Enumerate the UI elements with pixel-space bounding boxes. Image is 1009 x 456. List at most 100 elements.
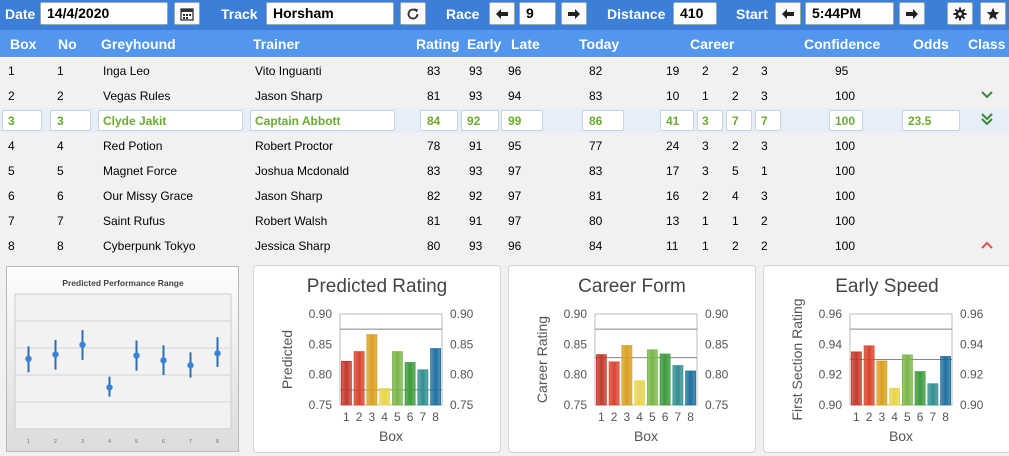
cell-today: 86 bbox=[589, 114, 603, 128]
gear-icon bbox=[953, 7, 967, 20]
cell-box: 2 bbox=[8, 89, 15, 103]
race-input[interactable]: 9 bbox=[519, 2, 556, 25]
col-trainer[interactable]: Trainer bbox=[253, 36, 300, 52]
cell-no: 4 bbox=[57, 139, 64, 153]
col-today[interactable]: Today bbox=[579, 36, 620, 52]
y2-tick-label: 0.94 bbox=[960, 337, 984, 351]
performance-range-chart: Predicted Performance Range 1 2 3 4 5 6 7 8 bbox=[14, 278, 232, 445]
arrow-right-icon bbox=[906, 8, 918, 19]
cell-odds-field[interactable] bbox=[902, 110, 960, 131]
x-tick-label: 1 bbox=[27, 439, 30, 445]
cell-early: 92 bbox=[469, 189, 483, 203]
col-career[interactable]: Career bbox=[690, 36, 735, 52]
cell-box: 8 bbox=[8, 239, 15, 253]
y2-tick-label: 0.92 bbox=[960, 368, 984, 382]
y-axis-label: First Section Rating bbox=[789, 298, 805, 420]
cell-confidence: 100 bbox=[835, 114, 856, 128]
y-tick-label: 0.94 bbox=[819, 337, 843, 351]
cell-career-thirds: 1 bbox=[761, 164, 768, 178]
col-confidence[interactable]: Confidence bbox=[804, 36, 881, 52]
refresh-icon bbox=[407, 7, 419, 19]
table-row[interactable]: 7 7 Saint Rufus Robert Walsh 81 91 97 80… bbox=[0, 208, 1009, 233]
plot-frame bbox=[339, 313, 443, 406]
col-greyhound[interactable]: Greyhound bbox=[101, 36, 176, 52]
x-tick-label: 4 bbox=[891, 410, 898, 424]
table-row[interactable]: 1 1 Inga Leo Vito Inguanti 83 93 96 82 1… bbox=[0, 58, 1009, 83]
cell-no-field[interactable] bbox=[50, 110, 91, 131]
performance-range-thumbnail[interactable]: Predicted Performance Range 1 2 3 4 5 6 7 8 bbox=[6, 266, 239, 452]
bar bbox=[889, 387, 901, 406]
x-tick-label: 3 bbox=[879, 410, 886, 424]
cell-career-thirds: 2 bbox=[761, 214, 768, 228]
y2-tick-label: 0.80 bbox=[450, 368, 474, 382]
col-late[interactable]: Late bbox=[511, 36, 540, 52]
cell-box: 1 bbox=[8, 64, 15, 78]
y-tick-label: 0.92 bbox=[819, 368, 843, 382]
bar bbox=[672, 365, 684, 406]
cell-career-starts: 11 bbox=[666, 239, 679, 253]
favorite-button[interactable] bbox=[980, 2, 1006, 25]
col-no[interactable]: No bbox=[58, 36, 77, 52]
cell-no: 2 bbox=[57, 89, 64, 103]
x-tick-label: 6 bbox=[407, 410, 414, 424]
cell-early-field[interactable] bbox=[461, 110, 499, 131]
table-row[interactable]: 2 2 Vegas Rules Jason Sharp 81 93 94 83 … bbox=[0, 83, 1009, 108]
cell-career-wins: 3 bbox=[702, 114, 709, 128]
table-row[interactable]: 4 4 Red Potion Robert Proctor 78 91 95 7… bbox=[0, 133, 1009, 158]
col-class[interactable]: Class bbox=[968, 36, 1006, 52]
cell-career-wins-field[interactable] bbox=[697, 110, 723, 131]
table-row[interactable]: 6 6 Our Missy Grace Jason Sharp 82 92 97… bbox=[0, 183, 1009, 208]
calendar-button[interactable] bbox=[174, 2, 200, 25]
table-row[interactable]: 5 5 Magnet Force Joshua Mcdonald 83 93 9… bbox=[0, 158, 1009, 183]
race-next-button[interactable] bbox=[561, 2, 587, 25]
bar bbox=[595, 354, 607, 406]
cell-career-thirds-field[interactable] bbox=[755, 110, 781, 131]
table-row-selected[interactable]: 3 3 Clyde Jakit Captain Abbott 84 92 99 … bbox=[0, 108, 1009, 133]
cell-career-seconds: 2 bbox=[732, 64, 739, 78]
cell-confidence: 100 bbox=[835, 89, 856, 103]
x-tick-label: 2 bbox=[356, 410, 363, 424]
x-tick-label: 3 bbox=[624, 410, 631, 424]
bar bbox=[391, 351, 403, 406]
start-label: Start bbox=[736, 6, 768, 22]
bar bbox=[608, 361, 620, 406]
cell-career-starts-field[interactable] bbox=[660, 110, 694, 131]
cell-early: 91 bbox=[469, 214, 483, 228]
cell-career-starts: 16 bbox=[666, 189, 680, 203]
distance-input[interactable]: 410 bbox=[673, 2, 717, 25]
plot-frame bbox=[594, 313, 698, 406]
cell-box-field[interactable] bbox=[2, 110, 42, 131]
col-box[interactable]: Box bbox=[10, 36, 37, 52]
race-prev-button[interactable] bbox=[489, 2, 515, 25]
bar bbox=[379, 388, 391, 406]
table-row[interactable]: 8 8 Cyberpunk Tokyo Jessica Sharp 80 93 … bbox=[0, 233, 1009, 258]
start-next-button[interactable] bbox=[899, 2, 925, 25]
cell-rating: 80 bbox=[427, 239, 441, 253]
cell-confidence-field[interactable] bbox=[829, 110, 863, 131]
y2-tick-label: 0.85 bbox=[705, 337, 729, 351]
col-rating[interactable]: Rating bbox=[416, 36, 460, 52]
date-input[interactable]: 14/4/2020 bbox=[40, 2, 168, 25]
cell-rating: 81 bbox=[427, 89, 441, 103]
cell-rating-field[interactable] bbox=[420, 110, 458, 131]
cell-career-seconds-field[interactable] bbox=[726, 110, 752, 131]
cell-odds: 23.5 bbox=[908, 114, 932, 128]
start-time-input[interactable]: 5:44PM bbox=[805, 2, 894, 25]
cell-greyhound-field[interactable] bbox=[98, 110, 243, 131]
cell-today: 82 bbox=[589, 64, 603, 78]
refresh-button[interactable] bbox=[400, 2, 426, 25]
start-prev-button[interactable] bbox=[775, 2, 801, 25]
cell-today-field[interactable] bbox=[582, 110, 624, 131]
col-odds[interactable]: Odds bbox=[913, 36, 949, 52]
cell-trainer-field[interactable] bbox=[250, 110, 395, 131]
bar bbox=[646, 349, 658, 406]
col-early[interactable]: Early bbox=[467, 36, 502, 52]
x-tick-label: 4 bbox=[108, 439, 111, 445]
settings-button[interactable] bbox=[947, 2, 973, 25]
chart-title: Predicted Performance Range bbox=[62, 278, 184, 288]
cell-late-field[interactable] bbox=[501, 110, 543, 131]
cell-confidence: 95 bbox=[835, 64, 849, 78]
y2-tick-label: 0.80 bbox=[705, 368, 729, 382]
y2-tick-label: 0.90 bbox=[960, 398, 984, 412]
track-input[interactable]: Horsham bbox=[266, 2, 394, 25]
